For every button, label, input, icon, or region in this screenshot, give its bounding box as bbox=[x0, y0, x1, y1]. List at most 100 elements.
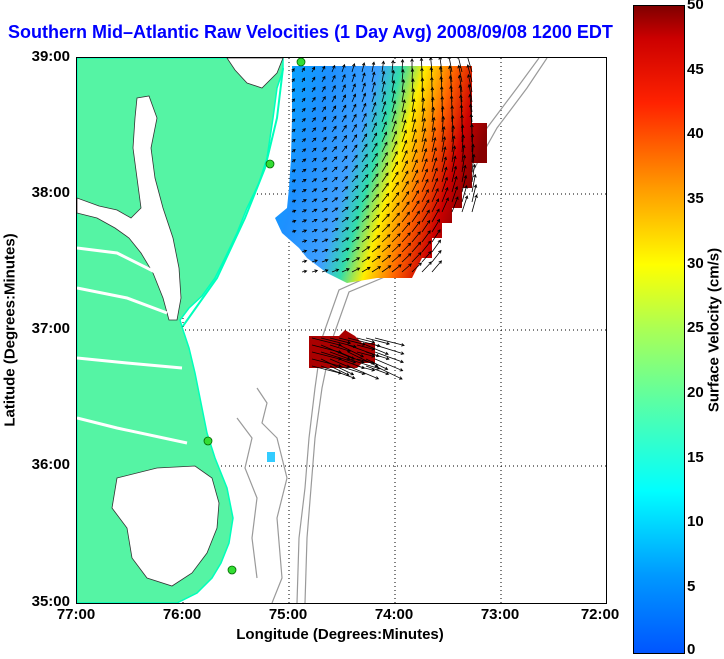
velocity-arrow bbox=[361, 163, 369, 173]
velocity-arrow bbox=[471, 194, 478, 213]
velocity-arrow bbox=[470, 133, 475, 153]
velocity-arrow bbox=[311, 178, 318, 183]
velocity-arrow bbox=[411, 262, 423, 273]
velocity-arrow bbox=[365, 358, 389, 370]
velocity-arrow bbox=[311, 76, 316, 83]
velocity-arrow bbox=[331, 125, 337, 133]
velocity-arrow bbox=[361, 225, 370, 233]
colorbar-tick: 0 bbox=[687, 641, 696, 658]
velocity-arrow bbox=[411, 98, 416, 113]
velocity-arrow bbox=[311, 147, 317, 153]
velocity-arrow bbox=[421, 230, 431, 243]
barrier-islands bbox=[182, 67, 284, 327]
velocity-arrow bbox=[411, 118, 417, 133]
velocity-arrow bbox=[381, 70, 386, 83]
velocity-arrow bbox=[301, 117, 306, 123]
velocity-arrow bbox=[381, 111, 387, 123]
ytick-label: 39:00 bbox=[31, 48, 70, 65]
velocity-arrow bbox=[381, 192, 390, 203]
velocity-arrow bbox=[351, 216, 360, 223]
velocity-arrow bbox=[447, 58, 453, 73]
velocity-arrow bbox=[461, 164, 467, 183]
velocity-arrow bbox=[361, 82, 366, 93]
velocity-arrow bbox=[381, 254, 392, 263]
map-title: Southern Mid–Atlantic Raw Velocities (1 … bbox=[8, 22, 613, 42]
velocity-arrow bbox=[341, 227, 350, 233]
velocity-arrow bbox=[291, 169, 297, 173]
velocity-arrow bbox=[391, 212, 400, 223]
velocity-arrow bbox=[301, 158, 307, 163]
velocity-arrow bbox=[431, 157, 438, 173]
velocity-arrow bbox=[456, 58, 463, 73]
velocity-arrow bbox=[291, 128, 296, 133]
velocity-arrow bbox=[381, 60, 386, 73]
velocity-arrow bbox=[381, 182, 389, 193]
velocity-arrow bbox=[457, 74, 463, 93]
velocity-arrow bbox=[431, 260, 443, 273]
velocity-arrow bbox=[371, 183, 379, 193]
velocity-arrow bbox=[457, 64, 463, 83]
velocity-arrow bbox=[421, 148, 428, 163]
velocity-arrow bbox=[331, 105, 337, 113]
velocity-arrow bbox=[365, 365, 390, 376]
velocity-arrow bbox=[361, 266, 371, 273]
ytick-label: 38:00 bbox=[31, 184, 70, 201]
delaware-bay bbox=[226, 58, 284, 89]
velocity-arrow bbox=[441, 186, 449, 203]
map-plot-area[interactable] bbox=[76, 57, 607, 604]
colorbar-tick: 35 bbox=[687, 190, 704, 207]
velocity-arrow bbox=[381, 121, 387, 133]
xtick-label: 75:00 bbox=[268, 606, 308, 623]
velocity-arrow bbox=[341, 74, 346, 83]
velocity-arrow bbox=[371, 132, 378, 143]
velocity-arrow bbox=[351, 83, 356, 93]
colorbar-tick: 45 bbox=[687, 61, 704, 78]
velocity-arrow bbox=[381, 162, 389, 173]
velocity-arrow bbox=[356, 337, 376, 344]
velocity-arrow bbox=[351, 113, 357, 123]
xtick-label: 77:00 bbox=[56, 606, 96, 623]
velocity-arrow bbox=[331, 197, 339, 203]
colorbar-tick: 10 bbox=[687, 513, 704, 530]
velocity-arrow bbox=[321, 85, 326, 93]
xtick-label: 72:00 bbox=[580, 606, 620, 623]
velocity-arrow bbox=[321, 75, 326, 83]
velocity-arrow bbox=[471, 173, 477, 193]
velocity-arrow bbox=[391, 171, 399, 183]
velocity-arrow bbox=[356, 365, 376, 372]
velocity-arrow bbox=[451, 196, 459, 213]
velocity-arrow bbox=[411, 231, 421, 243]
velocity-arrow bbox=[371, 204, 380, 213]
velocity-arrow bbox=[356, 351, 376, 358]
velocity-arrow bbox=[311, 239, 318, 243]
velocity-arrow bbox=[361, 72, 366, 83]
colorbar-tick: 15 bbox=[687, 449, 704, 466]
velocity-arrow bbox=[291, 229, 297, 234]
velocity-arrow bbox=[331, 115, 337, 123]
velocity-arrow bbox=[421, 219, 431, 233]
velocity-arrow bbox=[321, 116, 327, 123]
velocity-arrow bbox=[471, 163, 477, 183]
velocity-arrow bbox=[321, 157, 328, 163]
velocity-arrow bbox=[431, 147, 437, 163]
velocity-arrow bbox=[391, 130, 398, 143]
velocity-arrow bbox=[401, 242, 412, 253]
velocity-arrow bbox=[331, 268, 340, 273]
ytick-label: 37:00 bbox=[31, 320, 70, 337]
velocity-arrow bbox=[311, 259, 319, 263]
velocity-arrow bbox=[301, 199, 307, 203]
velocity-arrow bbox=[321, 167, 328, 173]
velocity-arrow bbox=[429, 58, 433, 73]
velocity-arrow bbox=[411, 200, 420, 213]
velocity-arrow bbox=[391, 140, 398, 153]
velocity-arrow bbox=[401, 139, 408, 153]
velocity-arrow bbox=[451, 135, 456, 153]
velocity-arrow bbox=[321, 136, 327, 143]
velocity-arrow bbox=[374, 344, 405, 355]
velocity-arrow bbox=[401, 109, 407, 123]
velocity-arrow bbox=[311, 188, 318, 193]
velocity-arrow bbox=[341, 247, 350, 253]
velocity-arrow bbox=[341, 257, 350, 263]
velocity-arrow bbox=[321, 95, 326, 103]
velocity-arrow bbox=[391, 191, 400, 203]
